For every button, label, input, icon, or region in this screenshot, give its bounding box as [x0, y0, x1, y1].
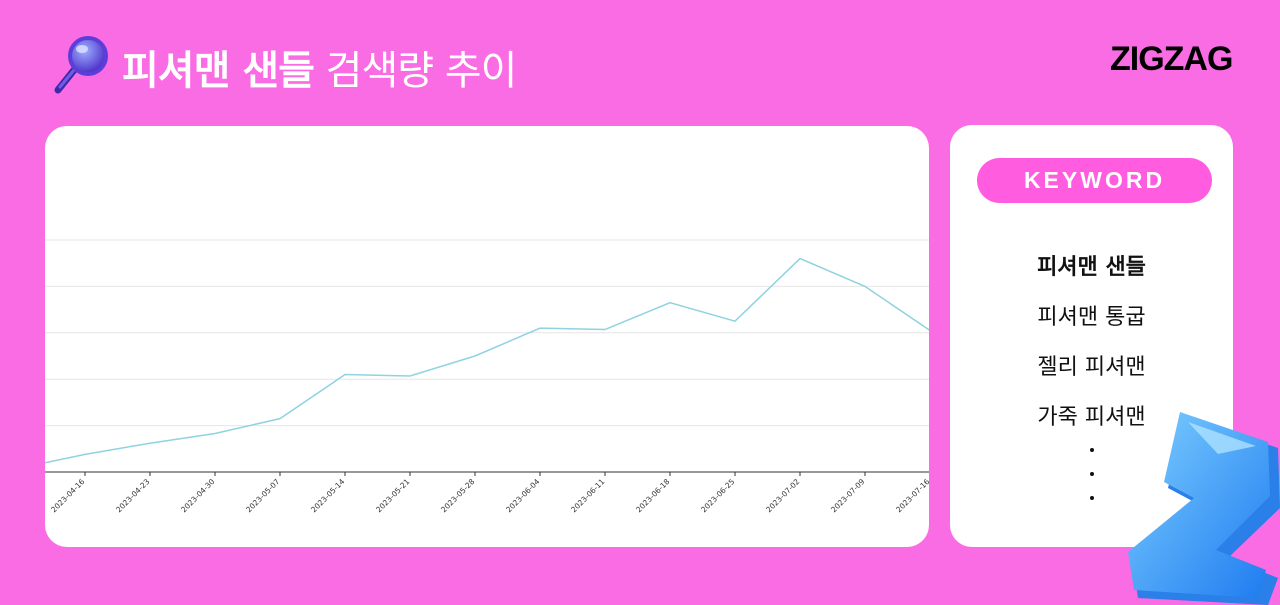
- more-keywords-ellipsis: [950, 448, 1233, 500]
- keyword-list: 피셔맨 샌들 피셔맨 통굽 젤리 피셔맨 가죽 피셔맨: [950, 248, 1233, 520]
- x-tick-label: 2023-05-07: [244, 477, 281, 514]
- page-title-keyword: 피셔맨 샌들: [122, 48, 315, 94]
- x-tick-label: 2023-05-14: [309, 477, 346, 514]
- search-volume-chart: 2023-04-16 2023-04-23 2023-04-30 2023-05-07…: [45, 239, 929, 514]
- keyword-panel: KEYWORD 피셔맨 샌들 피셔맨 통굽 젤리 피셔맨 가죽 피셔맨: [950, 125, 1233, 547]
- ellipsis-dot: [1089, 496, 1094, 500]
- keyword-item[interactable]: 가죽 피셔맨: [1037, 405, 1146, 430]
- zigzag-z-icon: [1128, 412, 1280, 605]
- x-tick-label: 2023-05-28: [439, 477, 476, 514]
- x-tick-label: 2023-07-02: [764, 477, 801, 514]
- x-tick-label: 2023-07-09: [829, 477, 866, 514]
- series-line: [45, 257, 929, 464]
- x-tick-label: 2023-06-04: [504, 477, 541, 514]
- x-tick-label: 2023-05-21: [374, 477, 411, 514]
- ellipsis-dot: [1089, 472, 1094, 476]
- x-tick-label: 2023-04-16: [49, 477, 86, 514]
- keyword-item[interactable]: 피셔맨 통굽: [1037, 305, 1146, 330]
- magnifier-icon: [54, 36, 108, 94]
- x-tick-label: 2023-06-25: [699, 477, 736, 514]
- x-tick-label: 2023-06-11: [569, 477, 606, 514]
- keyword-item[interactable]: 젤리 피셔맨: [1037, 355, 1146, 380]
- chart-card: 2023-04-16 2023-04-23 2023-04-30 2023-05-07…: [45, 126, 929, 547]
- keyword-panel-header: KEYWORD: [977, 158, 1212, 203]
- zigzag-logo: ZIGZAG: [1110, 40, 1233, 78]
- page-title-suffix: 검색량 추이: [313, 48, 518, 94]
- page-title: 피셔맨 샌들 검색량 추이: [122, 38, 518, 96]
- keyword-item[interactable]: 피셔맨 샌들: [1037, 255, 1146, 280]
- x-tick-label: 2023-06-18: [634, 477, 671, 514]
- x-tick-label: 2023-07-16: [894, 477, 929, 514]
- x-tick-label: 2023-04-23: [114, 477, 151, 514]
- ellipsis-dot: [1089, 448, 1094, 452]
- x-tick-label: 2023-04-30: [179, 477, 216, 514]
